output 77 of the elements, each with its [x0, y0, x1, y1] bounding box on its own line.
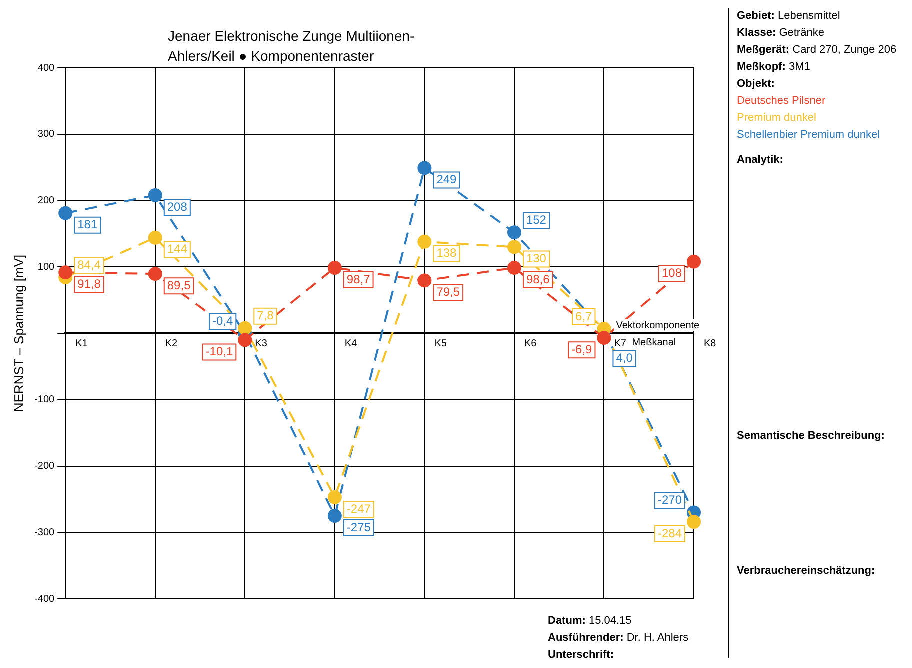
point — [418, 161, 432, 176]
annotation: Vektorkomponente — [616, 320, 700, 332]
point — [148, 267, 162, 282]
data-label: 152 — [526, 212, 547, 227]
data-label: 89,5 — [167, 278, 192, 292]
data-label: -6,9 — [572, 342, 593, 356]
data-label: 98,7 — [346, 272, 371, 286]
x-tick-label: K4 — [344, 338, 358, 350]
point — [58, 206, 73, 220]
text: Objekt: — [737, 78, 775, 90]
data-label: 208 — [167, 200, 188, 214]
x-tick-label: K3 — [255, 338, 268, 350]
data-label: 79,5 — [436, 285, 460, 300]
text: Meßgerät: Card 270, Zunge 206 — [737, 43, 898, 58]
text: Unterschrift: — [548, 649, 614, 661]
text: Datum: 15.04.15 — [548, 614, 633, 629]
x-tick-label: K8 — [704, 338, 717, 350]
y-tick-label: -200 — [34, 461, 56, 472]
data-label: -284 — [658, 526, 682, 540]
x-tick-label: K6 — [524, 338, 538, 350]
point — [328, 509, 342, 524]
data-label: 4,0 — [616, 351, 634, 366]
text: Klasse: Getränke — [737, 26, 826, 41]
text: Verbrauchereinschätzung: — [737, 565, 876, 577]
point — [238, 321, 252, 336]
data-label: 6,7 — [576, 309, 593, 324]
y-tick-label: -400 — [34, 594, 56, 605]
data-label: -270 — [658, 493, 682, 508]
text: Meßkopf: 3M1 — [737, 60, 812, 75]
data-label: 138 — [436, 246, 458, 260]
data-label: 98,6 — [526, 272, 550, 286]
data-label: -275 — [346, 520, 372, 534]
point — [507, 240, 522, 254]
chart-title: Jenaer Elektronische Zunge Multiionen- — [168, 27, 415, 46]
text: Gebiet: Lebensmittel — [737, 9, 842, 24]
point — [687, 515, 701, 530]
text: Premium dunkel — [737, 111, 818, 126]
data-label: -0,4 — [212, 314, 234, 328]
text: Deutsches Pilsner — [737, 94, 827, 109]
data-label: 144 — [167, 242, 188, 256]
point — [238, 333, 252, 348]
y-tick-label: 200 — [38, 196, 56, 206]
data-label: 91,8 — [78, 276, 102, 291]
x-tick-label: K7 — [614, 338, 627, 350]
point — [687, 254, 701, 269]
y-tick-label: -300 — [34, 527, 56, 538]
data-label: -10,1 — [206, 344, 234, 359]
data-label: 249 — [436, 172, 458, 187]
y-tick-label: 300 — [38, 129, 56, 140]
data-label: 84,4 — [78, 258, 102, 272]
point — [597, 331, 612, 346]
point — [418, 274, 432, 288]
text: Ausführender: Dr. H. Ahlers — [548, 631, 689, 646]
point — [507, 226, 522, 240]
data-label: 181 — [78, 218, 98, 232]
point — [328, 260, 342, 275]
chart-subtitle: Ahlers/Keil ● Komponentenraster — [168, 47, 376, 66]
y-tick-label: 100 — [38, 262, 56, 273]
point — [148, 230, 162, 245]
point — [148, 188, 162, 202]
data-label: -247 — [346, 502, 372, 516]
text: Analytik: — [737, 154, 784, 166]
text: Schellenbier Premium dunkel — [737, 128, 882, 143]
text: Semantische Beschreibung: — [737, 430, 885, 442]
x-tick-label: K5 — [434, 338, 448, 350]
data-label: 130 — [526, 252, 547, 266]
x-axis-title: Meßkanal — [632, 337, 676, 348]
data-label: 108 — [662, 266, 682, 280]
y-tick-label: 400 — [38, 62, 56, 74]
point — [418, 234, 432, 249]
point — [328, 490, 342, 504]
x-tick-label: K1 — [76, 338, 88, 350]
y-tick-label: -100 — [34, 394, 56, 406]
point — [507, 261, 522, 276]
x-tick-label: K2 — [165, 338, 178, 350]
y-axis-title: NERNST – Spannung [mV] — [11, 254, 26, 412]
data-label: 7,8 — [257, 308, 274, 323]
